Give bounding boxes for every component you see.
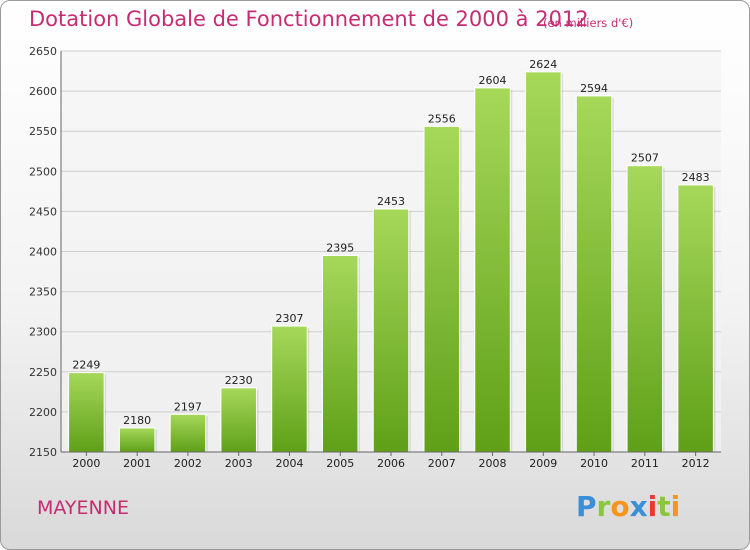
y-tick-label: 2550 [29,125,57,138]
data-label: 2453 [377,195,405,208]
data-label: 2483 [682,171,710,184]
place-name: MAYENNE [37,497,129,519]
data-label: 2594 [580,82,608,95]
x-tick-label: 2002 [174,457,202,470]
bar [271,325,308,453]
x-tick-label: 2005 [326,457,354,470]
bar [575,95,613,453]
data-label: 2624 [529,58,557,71]
y-tick-label: 2400 [29,246,57,259]
bar [220,387,257,453]
data-label: 2307 [275,312,303,325]
data-label: 2249 [72,359,100,372]
y-tick-label: 2250 [29,366,57,379]
x-tick-label: 2012 [682,457,710,470]
x-tick-label: 2009 [529,457,557,470]
data-label: 2395 [326,242,354,255]
data-label: 2604 [479,74,507,87]
bar [474,87,511,453]
bar [677,184,714,453]
x-tick-label: 2004 [275,457,303,470]
x-tick-label: 2003 [225,457,253,470]
data-label: 2507 [631,152,659,165]
bar [372,208,410,453]
y-tick-label: 2200 [29,406,57,419]
bar-layer: 2249 2180 2197 2230 2307 2395 2453 2556 2604 2624… [68,58,716,453]
proxiti-logo[interactable]: Proxiti [576,490,681,523]
bar [525,71,562,453]
bar [321,255,359,453]
bar [169,413,207,453]
bar [423,125,461,453]
data-label: 2230 [225,374,253,387]
data-label: 2556 [428,112,456,125]
y-tick-label: 2500 [29,165,57,178]
chart-title: Dotation Globale de Fonctionnement de 20… [29,7,589,31]
x-tick-label: 2011 [631,457,659,470]
y-tick-label: 2350 [29,286,57,299]
bar [68,372,105,453]
y-tick-label: 2600 [29,85,57,98]
y-tick-label: 2650 [29,45,57,58]
axis-layer: 2150 2200 2250 2300 2350 2400 2450 2500 2550 2600… [29,45,721,470]
bar [118,427,156,453]
x-tick-label: 2001 [123,457,151,470]
x-tick-label: 2007 [428,457,456,470]
x-tick-label: 2000 [72,457,100,470]
y-tick-label: 2150 [29,446,57,459]
y-tick-label: 2300 [29,326,57,339]
x-tick-label: 2006 [377,457,405,470]
y-tick-label: 2450 [29,205,57,218]
bar [626,165,664,453]
data-label: 2197 [174,400,202,413]
data-label: 2180 [123,414,151,427]
x-tick-label: 2010 [580,457,608,470]
x-tick-label: 2008 [479,457,507,470]
chart-subtitle: (en milliers d'€) [543,16,634,30]
